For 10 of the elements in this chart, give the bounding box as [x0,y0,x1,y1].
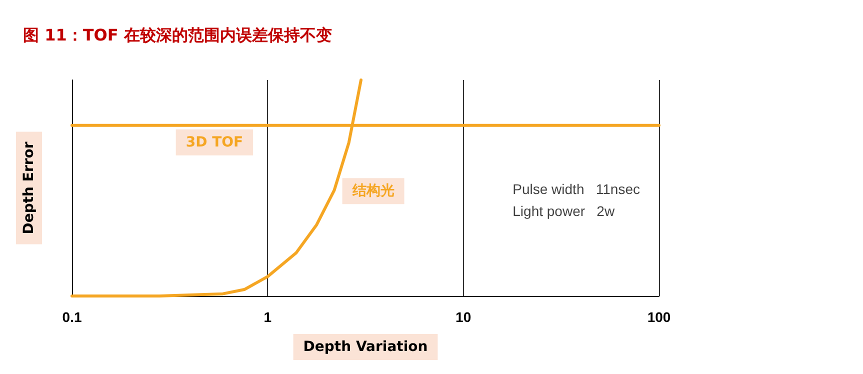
series-label: 3D TOF [186,134,244,150]
annotation: Pulse width 11nsec Light power 2w [512,181,640,219]
x-tick-label: 1 [264,309,272,325]
x-tick-label: 10 [456,309,472,325]
x-axis-title: Depth Variation [303,339,428,355]
chart-title: 图 11：TOF 在较深的范围内误差保持不变 [23,26,332,44]
x-tick-label: 100 [647,309,671,325]
x-tick-label: 0.1 [62,309,82,325]
series-label: 结构光 [351,183,394,200]
y-axis-title: Depth Error [21,142,37,234]
